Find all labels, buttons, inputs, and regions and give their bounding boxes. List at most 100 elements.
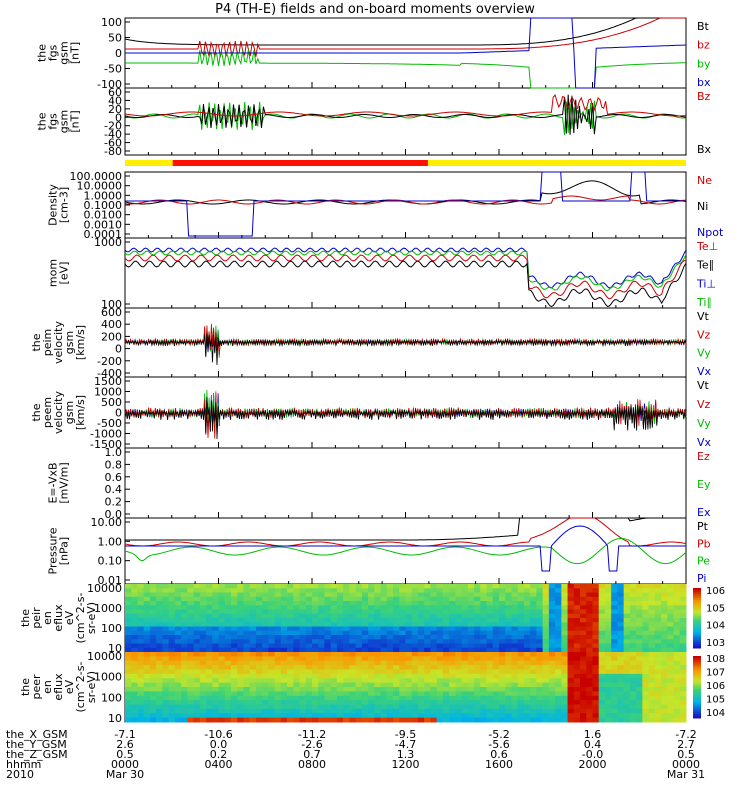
heatmap-cell	[673, 656, 681, 662]
heatmap-cell	[505, 609, 512, 615]
heatmap-cell	[542, 717, 550, 723]
heatmap-cell	[262, 660, 269, 666]
heatmap-cell	[642, 704, 650, 710]
heatmap-cell	[193, 584, 201, 589]
heatmap-cell	[567, 626, 575, 632]
heatmap-cell	[168, 704, 176, 710]
heatmap-cell	[436, 647, 444, 653]
heatmap-cell	[149, 665, 157, 670]
xaxis-value: 0.7	[303, 748, 321, 761]
colorbar-cell	[693, 691, 701, 694]
heatmap-cell	[243, 588, 251, 593]
heatmap-cell	[573, 635, 581, 640]
heatmap-cell	[592, 605, 600, 610]
heatmap-cell	[436, 584, 444, 589]
heatmap-cell	[318, 700, 325, 705]
heatmap-cell	[405, 618, 413, 623]
heatmap-cell	[324, 691, 332, 697]
heatmap-cell	[598, 678, 606, 684]
heatmap-cell	[224, 695, 232, 701]
heatmap-cell	[312, 622, 319, 627]
heatmap-cell	[255, 584, 263, 589]
heatmap-cell	[312, 652, 319, 657]
heatmap-cell	[137, 588, 145, 593]
heatmap-cell	[336, 700, 344, 705]
heatmap-cell	[280, 596, 288, 602]
heatmap-cell	[199, 678, 207, 684]
heatmap-cell	[156, 609, 163, 615]
heatmap-cell	[131, 695, 138, 701]
heatmap-cell	[467, 647, 475, 653]
heatmap-cell	[673, 717, 681, 723]
heatmap-cell	[505, 605, 512, 610]
heatmap-cell	[505, 613, 512, 619]
heatmap-cell	[206, 673, 213, 679]
heatmap-cell	[168, 635, 176, 640]
heatmap-cell	[156, 584, 163, 589]
heatmap-cell	[181, 630, 188, 636]
heatmap-cell	[486, 704, 494, 710]
heatmap-cell	[511, 717, 519, 723]
heatmap-cell	[212, 708, 219, 714]
heatmap-cell	[561, 605, 569, 610]
heatmap-cell	[299, 626, 307, 632]
heatmap-cell	[586, 622, 593, 627]
heatmap-cell	[262, 700, 269, 705]
legend-Bz: Bz	[697, 90, 711, 103]
heatmap-cell	[324, 700, 332, 705]
heatmap-cell	[592, 669, 600, 675]
heatmap-cell	[499, 691, 506, 697]
heatmap-cell	[461, 647, 469, 653]
heatmap-cell	[287, 588, 294, 593]
heatmap-cell	[436, 613, 444, 619]
heatmap-cell	[187, 656, 195, 662]
heatmap-cell	[486, 618, 494, 623]
heatmap-cell	[505, 700, 512, 705]
ylabel-line: velocity	[52, 321, 65, 364]
heatmap-cell	[274, 713, 282, 719]
heatmap-cell	[393, 639, 400, 644]
heatmap-cell	[654, 665, 662, 670]
heatmap-cell	[548, 626, 556, 632]
heatmap-cell	[636, 601, 643, 606]
heatmap-cell	[604, 643, 612, 649]
heatmap-cell	[623, 682, 631, 688]
heatmap-cell	[230, 678, 238, 684]
heatmap-cell	[174, 708, 182, 714]
heatmap-cell	[617, 626, 625, 632]
heatmap-cell	[623, 713, 631, 719]
heatmap-cell	[274, 613, 282, 619]
heatmap-cell	[243, 622, 251, 627]
heatmap-cell	[561, 626, 569, 632]
heatmap-cell	[355, 592, 363, 598]
heatmap-cell	[636, 691, 643, 697]
heatmap-cell	[137, 660, 145, 666]
heatmap-cell	[199, 609, 207, 615]
ytick-label: 100.0000	[70, 170, 123, 183]
heatmap-cell	[580, 687, 587, 692]
heatmap-cell	[336, 682, 344, 688]
heatmap-cell	[648, 687, 656, 692]
heatmap-cell	[555, 678, 562, 684]
heatmap-cell	[224, 708, 232, 714]
heatmap-cell	[349, 695, 357, 701]
heatmap-cell	[436, 618, 444, 623]
heatmap-cell	[586, 687, 593, 692]
ylabel-line: the	[30, 333, 43, 351]
heatmap-cell	[636, 660, 643, 666]
heatmap-cell	[143, 673, 151, 679]
heatmap-cell	[199, 713, 207, 719]
heatmap-cell	[199, 704, 207, 710]
heatmap-cell	[162, 673, 170, 679]
heatmap-cell	[330, 601, 338, 606]
heatmap-cell	[287, 605, 294, 610]
heatmap-cell	[580, 596, 587, 602]
heatmap-cell	[212, 635, 219, 640]
heatmap-cell	[131, 713, 138, 719]
ytick-label: 100	[101, 691, 122, 704]
heatmap-cell	[137, 673, 145, 679]
heatmap-cell	[280, 660, 288, 666]
heatmap-cell	[374, 613, 382, 619]
heatmap-cell	[617, 618, 625, 623]
heatmap-cell	[386, 682, 394, 688]
